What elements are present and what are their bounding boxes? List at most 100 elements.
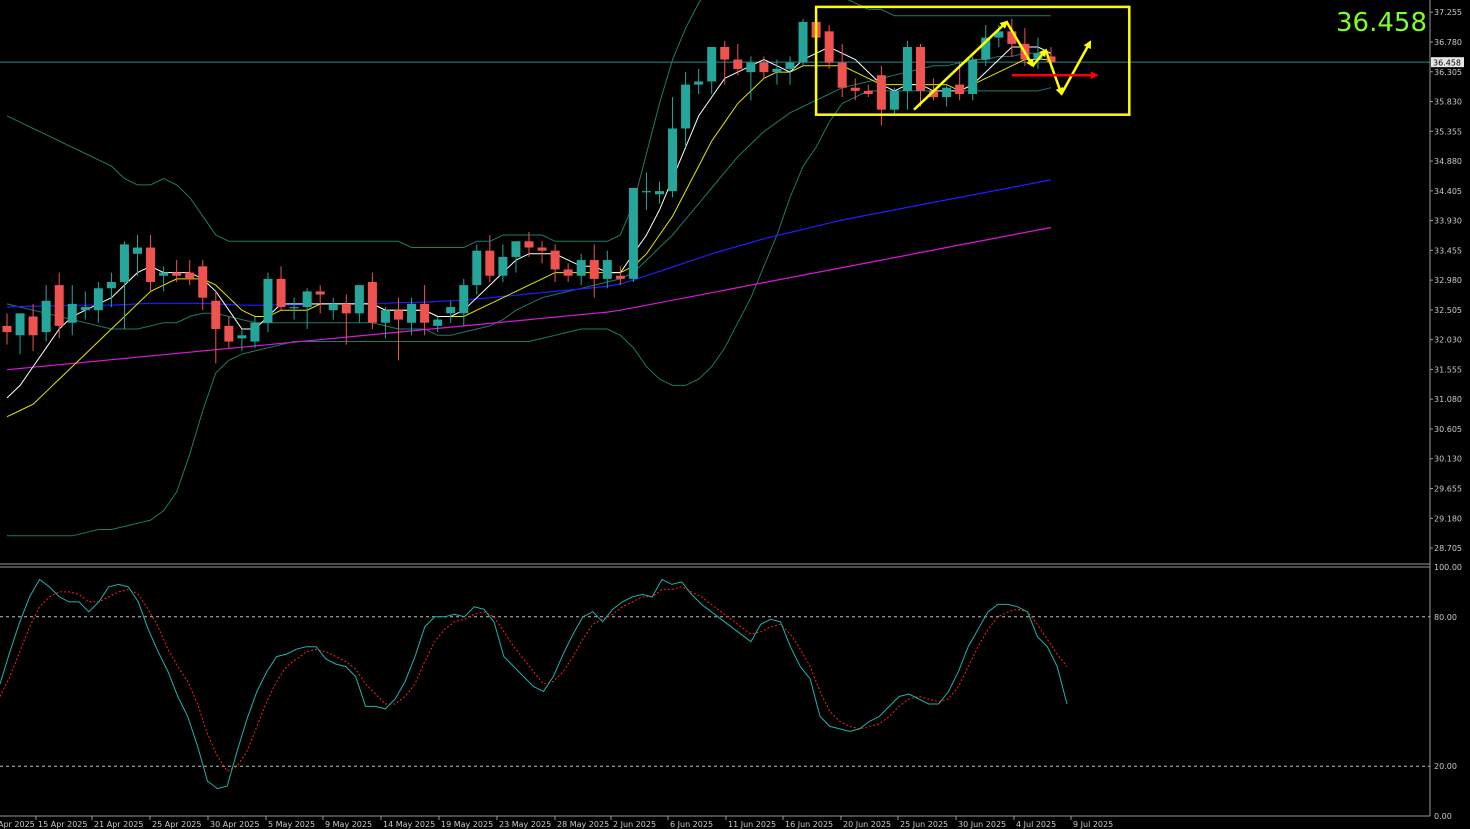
candle-body: [863, 90, 873, 94]
candle-body: [407, 303, 417, 323]
price-axis: 37.255 36.780 36.305 35.830 35.355 34.880 34.4…: [1430, 8, 1464, 553]
candle: [485, 235, 495, 282]
candle-body: [655, 191, 664, 195]
price-tick-label: 36.305: [1434, 68, 1462, 77]
candle: [524, 231, 534, 257]
candle-body: [433, 319, 443, 326]
projection-arrow: [913, 20, 1009, 111]
candle-body: [772, 68, 782, 73]
candle-body: [837, 62, 847, 88]
candle: [537, 241, 547, 264]
candle-body: [2, 325, 12, 333]
candle-body: [289, 307, 299, 309]
candle: [824, 25, 834, 69]
time-tick-label: 25 Apr 2025: [152, 820, 201, 829]
candle: [798, 18, 808, 66]
candle-body: [733, 59, 743, 69]
candle: [942, 84, 952, 107]
candle: [367, 272, 377, 329]
candle-body: [15, 313, 25, 336]
time-tick-label: 5 May 2025: [268, 820, 315, 829]
last-price-label: 36.458: [1336, 8, 1427, 38]
candle-body: [850, 87, 860, 91]
candle-body: [341, 303, 351, 314]
candle-body: [367, 282, 377, 323]
candle-body: [942, 87, 952, 98]
candle-body: [263, 278, 273, 323]
candle-body: [681, 84, 691, 129]
time-axis: Apr 2025 15 Apr 2025 21 Apr 2025 25 Apr 202…: [0, 816, 1113, 829]
candle-body: [876, 75, 886, 110]
candle: [354, 285, 364, 323]
candle: [641, 172, 651, 210]
candle-body: [472, 250, 482, 286]
candle-body: [955, 84, 965, 94]
projection-arrow: [1044, 49, 1064, 96]
price-tick-label: 31.080: [1434, 395, 1462, 404]
candle: [720, 40, 730, 85]
candle: [916, 43, 925, 107]
candle-body: [67, 303, 77, 323]
candle: [119, 241, 129, 329]
stoch-tick-label: 20.00: [1434, 762, 1457, 771]
price-tag: [1431, 57, 1464, 68]
candle: [981, 25, 991, 66]
ma-slow-line: [6, 179, 1052, 308]
candle-body: [354, 285, 364, 314]
candle: [159, 266, 169, 292]
candle-body: [602, 260, 612, 279]
candle-body: [172, 272, 182, 276]
candle: [668, 97, 678, 198]
price-tick-label: 32.980: [1434, 276, 1462, 285]
candle-body: [250, 322, 260, 342]
candle-body: [146, 247, 156, 282]
candle: [394, 297, 403, 361]
candle: [759, 56, 769, 79]
candle: [681, 72, 691, 148]
candle-body: [994, 31, 1004, 38]
candle-body: [420, 303, 430, 323]
candle: [93, 282, 103, 323]
candle-body: [889, 90, 899, 110]
candle-body: [498, 256, 508, 276]
candle-body: [589, 260, 599, 279]
projection-arrow: [1005, 21, 1034, 68]
candle-body: [446, 307, 456, 314]
candle: [237, 329, 247, 351]
candle: [628, 188, 638, 282]
candle: [576, 253, 586, 286]
candle: [185, 260, 195, 286]
candle: [772, 59, 782, 85]
price-tick-label: 30.130: [1434, 455, 1462, 464]
candle-body: [746, 62, 756, 73]
candle-body: [315, 291, 325, 295]
time-tick-label: 21 Apr 2025: [94, 820, 143, 829]
candle: [328, 297, 338, 320]
candle: [1033, 37, 1043, 69]
price-tag-label: 36.458: [1433, 58, 1461, 67]
time-tick-label: 4 Jul 2025: [1016, 820, 1056, 829]
price-tick-label: 29.655: [1434, 484, 1462, 493]
candle: [315, 285, 325, 314]
candle: [250, 316, 260, 348]
candle-body: [550, 250, 560, 270]
annotations: [814, 5, 1131, 116]
candle-body: [41, 300, 51, 333]
candle-body: [641, 191, 651, 193]
stoch-tick-label: 80.00: [1434, 613, 1457, 622]
candle: [224, 316, 234, 348]
candle: [198, 260, 208, 311]
candle: [302, 288, 312, 329]
candle: [172, 260, 182, 282]
candle: [785, 56, 795, 85]
price-tick-label: 37.255: [1434, 8, 1462, 17]
candle-body: [276, 278, 286, 308]
candle-body: [720, 47, 730, 60]
candle: [850, 78, 860, 101]
candle-body: [628, 188, 638, 279]
projection-arrow: [1060, 40, 1092, 95]
time-tick-label: 16 Jun 2025: [785, 820, 833, 829]
candle: [28, 303, 38, 351]
candle-body: [916, 47, 925, 91]
price-tick-label: 34.405: [1434, 187, 1462, 196]
